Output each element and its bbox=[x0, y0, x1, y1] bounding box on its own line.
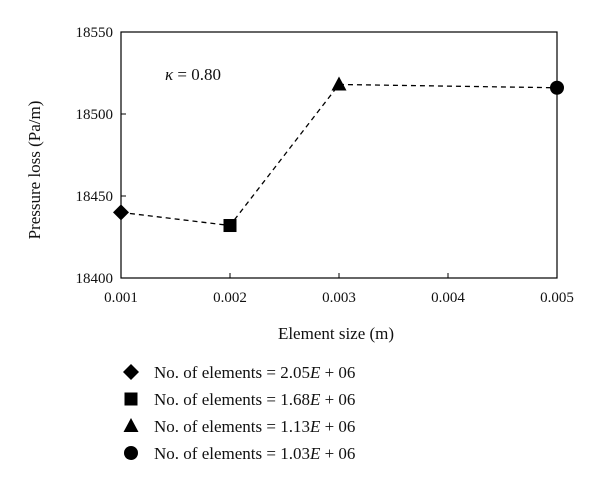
y-tick-label: 18550 bbox=[76, 25, 114, 41]
legend-marker-circle bbox=[124, 446, 138, 460]
axis-ticks: 0.001 0.002 0.003 0.004 0.005 18400 18450 18500… bbox=[76, 25, 574, 306]
data-point-circle bbox=[550, 80, 564, 95]
legend-label: No. of elements = 2.05E + 06 bbox=[154, 363, 355, 382]
data-point-diamond bbox=[113, 204, 129, 221]
y-tick-label: 18400 bbox=[76, 271, 114, 287]
legend-label: No. of elements = 1.68E + 06 bbox=[154, 390, 355, 409]
x-tick-label: 0.005 bbox=[540, 290, 574, 306]
legend: No. of elements = 2.05E + 06 No. of eleme… bbox=[123, 363, 355, 463]
data-point-square bbox=[223, 219, 237, 233]
x-tick-label: 0.001 bbox=[104, 290, 138, 306]
legend-marker-diamond bbox=[123, 364, 139, 380]
x-tick-label: 0.002 bbox=[213, 290, 247, 306]
legend-label: No. of elements = 1.13E + 06 bbox=[154, 417, 355, 436]
data-series bbox=[113, 76, 564, 233]
x-tick-label: 0.004 bbox=[431, 290, 465, 306]
legend-marker-triangle bbox=[123, 418, 139, 432]
kappa-annotation: κ = 0.80 bbox=[165, 65, 221, 84]
y-tick-label: 18450 bbox=[76, 189, 114, 205]
series-line bbox=[120, 83, 558, 227]
y-tick-label: 18500 bbox=[76, 107, 114, 123]
x-axis-label: Element size (m) bbox=[278, 324, 394, 343]
data-point-triangle bbox=[331, 76, 347, 91]
legend-marker-square bbox=[124, 392, 138, 406]
x-tick-label: 0.003 bbox=[322, 290, 356, 306]
y-axis-label: Pressure loss (Pa/m) bbox=[25, 101, 44, 240]
legend-label: No. of elements = 1.03E + 06 bbox=[154, 444, 355, 463]
